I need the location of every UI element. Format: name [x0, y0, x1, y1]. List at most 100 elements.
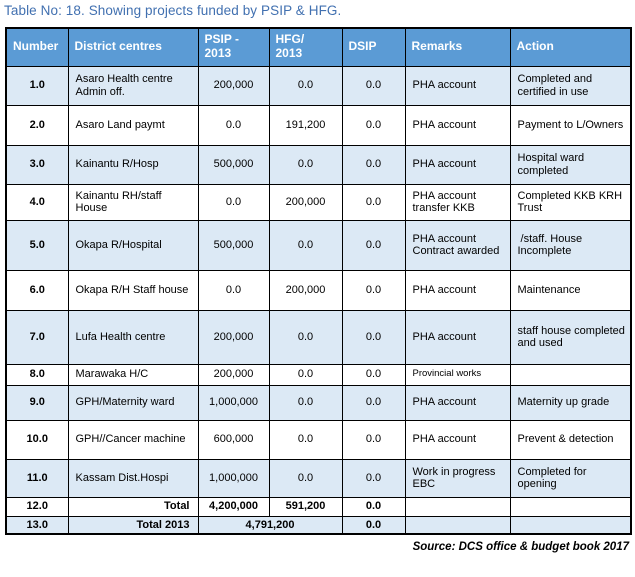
- action-cell: Hospital ward completed: [509, 144, 632, 185]
- number-cell: 11.0: [5, 458, 69, 498]
- psip-cell: 1,000,000: [197, 384, 270, 421]
- district-cell: Okapa R/H Staff house: [67, 269, 199, 311]
- remarks-cell: PHA account: [404, 309, 511, 365]
- table-row: 7.0 Lufa Health centre 200,000 0.0 0.0 P…: [5, 309, 632, 365]
- psip-cell: 200,000: [197, 363, 270, 386]
- number-cell: 13.0: [5, 515, 69, 535]
- hfg-cell: 0.0: [268, 144, 343, 185]
- col-header-dsip: DSIP: [341, 27, 406, 67]
- hfg-total-cell: 591,200: [268, 496, 343, 517]
- remarks-cell: PHA account: [404, 144, 511, 185]
- table-row: 8.0 Marawaka H/C 200,000 0.0 0.0 Provinc…: [5, 363, 632, 386]
- table-row: 10.0 GPH//Cancer machine 600,000 0.0 0.0…: [5, 419, 632, 460]
- table-header-row: Number District centres PSIP - 2013 HFG/…: [5, 27, 632, 67]
- psip-cell: 1,000,000: [197, 458, 270, 498]
- table-row: 11.0 Kassam Dist.Hospi 1,000,000 0.0 0.0…: [5, 458, 632, 498]
- district-cell: Kainantu RH/staff House: [67, 183, 199, 221]
- table-row: 4.0 Kainantu RH/staff House 0.0 200,000 …: [5, 183, 632, 221]
- remarks-cell: Provincial works: [404, 363, 511, 386]
- number-cell: 4.0: [5, 183, 69, 221]
- remarks-cell: PHA account: [404, 269, 511, 311]
- hfg-cell: 0.0: [268, 219, 343, 271]
- number-cell: 12.0: [5, 496, 69, 517]
- psip-cell: 0.0: [197, 183, 270, 221]
- remarks-cell: PHA account transfer KKB: [404, 183, 511, 221]
- hfg-cell: 200,000: [268, 269, 343, 311]
- remarks-cell: PHA account: [404, 419, 511, 460]
- dsip-cell: 0.0: [341, 104, 406, 146]
- projects-funding-table: Number District centres PSIP - 2013 HFG/…: [5, 27, 632, 535]
- number-cell: 10.0: [5, 419, 69, 460]
- action-cell: Payment to L/Owners: [509, 104, 632, 146]
- dsip-cell: 0.0: [341, 309, 406, 365]
- remarks-cell: PHA account: [404, 104, 511, 146]
- table-caption: Table No: 18. Showing projects funded by…: [4, 3, 342, 18]
- dsip-cell: 0.0: [341, 183, 406, 221]
- psip-cell: 200,000: [197, 309, 270, 365]
- hfg-cell: 0.0: [268, 458, 343, 498]
- district-cell: Okapa R/Hospital: [67, 219, 199, 271]
- number-cell: 2.0: [5, 104, 69, 146]
- remarks-cell: PHA account: [404, 65, 511, 106]
- action-cell: staff house completed and used: [509, 309, 632, 365]
- district-cell: Lufa Health centre: [67, 309, 199, 365]
- hfg-cell: 0.0: [268, 65, 343, 106]
- table-row: 2.0 Asaro Land paymt 0.0 191,200 0.0 PHA…: [5, 104, 632, 146]
- district-cell: GPH/Maternity ward: [67, 384, 199, 421]
- dsip-cell: 0.0: [341, 144, 406, 185]
- col-header-action: Action: [509, 27, 632, 67]
- remarks-cell: Work in progress EBC: [404, 458, 511, 498]
- dsip-cell: 0.0: [341, 419, 406, 460]
- action-cell: Maintenance: [509, 269, 632, 311]
- table-row: 9.0 GPH/Maternity ward 1,000,000 0.0 0.0…: [5, 384, 632, 421]
- remarks-cell: [404, 515, 511, 535]
- col-header-hfg: HFG/ 2013: [268, 27, 343, 67]
- number-cell: 8.0: [5, 363, 69, 386]
- action-cell: Completed for opening: [509, 458, 632, 498]
- grand-total-row: 13.0 Total 2013 4,791,200 0.0: [5, 515, 632, 535]
- district-cell: Kainantu R/Hosp: [67, 144, 199, 185]
- action-cell: [509, 363, 632, 386]
- dsip-total-cell: 0.0: [341, 496, 406, 517]
- action-cell: [509, 515, 632, 535]
- remarks-cell: PHA account Contract awarded: [404, 219, 511, 271]
- number-cell: 6.0: [5, 269, 69, 311]
- dsip-cell: 0.0: [341, 65, 406, 106]
- hfg-cell: 191,200: [268, 104, 343, 146]
- district-cell: Kassam Dist.Hospi: [67, 458, 199, 498]
- psip-cell: 600,000: [197, 419, 270, 460]
- table-row: 3.0 Kainantu R/Hosp 500,000 0.0 0.0 PHA …: [5, 144, 632, 185]
- table-row: 1.0 Asaro Health centre Admin off. 200,0…: [5, 65, 632, 106]
- hfg-cell: 0.0: [268, 419, 343, 460]
- dsip-total-cell: 0.0: [341, 515, 406, 535]
- source-note: Source: DCS office & budget book 2017: [412, 541, 629, 553]
- dsip-cell: 0.0: [341, 363, 406, 386]
- number-cell: 5.0: [5, 219, 69, 271]
- dsip-cell: 0.0: [341, 384, 406, 421]
- total-label-cell: Total: [67, 496, 199, 517]
- psip-cell: 200,000: [197, 65, 270, 106]
- total-2013-label-cell: Total 2013: [67, 515, 199, 535]
- hfg-cell: 0.0: [268, 363, 343, 386]
- number-cell: 7.0: [5, 309, 69, 365]
- col-header-number: Number: [5, 27, 69, 67]
- dsip-cell: 0.0: [341, 458, 406, 498]
- psip-cell: 500,000: [197, 219, 270, 271]
- number-cell: 9.0: [5, 384, 69, 421]
- remarks-cell: [404, 496, 511, 517]
- col-header-remarks: Remarks: [404, 27, 511, 67]
- number-cell: 3.0: [5, 144, 69, 185]
- action-cell: Prevent & detection: [509, 419, 632, 460]
- psip-total-cell: 4,200,000: [197, 496, 270, 517]
- psip-cell: 0.0: [197, 104, 270, 146]
- psip-cell: 500,000: [197, 144, 270, 185]
- total-row: 12.0 Total 4,200,000 591,200 0.0: [5, 496, 632, 517]
- district-cell: Marawaka H/C: [67, 363, 199, 386]
- action-cell: Completed and certified in use: [509, 65, 632, 106]
- number-cell: 1.0: [5, 65, 69, 106]
- dsip-cell: 0.0: [341, 219, 406, 271]
- combined-total-cell: 4,791,200: [197, 515, 343, 535]
- district-cell: Asaro Land paymt: [67, 104, 199, 146]
- action-cell: Maternity up grade: [509, 384, 632, 421]
- remarks-cell: PHA account: [404, 384, 511, 421]
